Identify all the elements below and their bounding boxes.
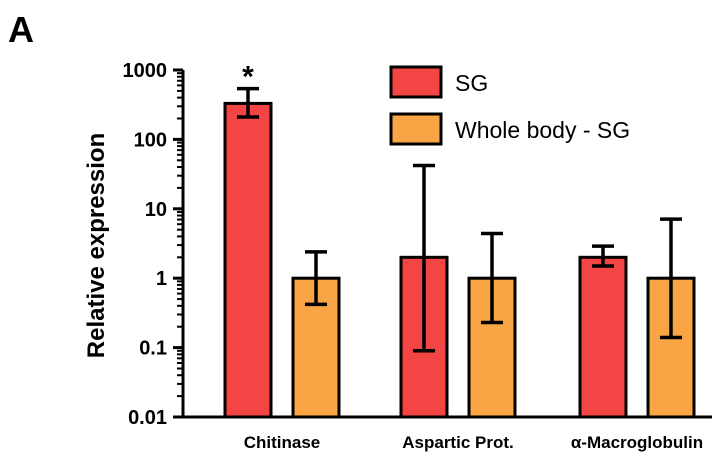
labels: Chitinase Aspartic Prot. α-Macroglobulin * [242,61,703,452]
bar-sg-0 [223,101,273,419]
y-tick-label: 1000 [123,60,168,82]
panel-label: A [8,9,34,50]
legend: SG Whole body - SG [389,65,630,146]
bar-sg-2 [578,255,628,419]
significance-asterisk: * [242,61,254,94]
error-bars [237,86,682,353]
y-tick-label: 0.01 [128,407,167,429]
category-label: α-Macroglobulin [571,433,703,452]
y-tick-label: 0.1 [139,338,167,360]
category-label: Aspartic Prot. [402,433,513,452]
y-axis-title: Relative expression [83,133,110,358]
legend-swatch [389,65,443,99]
category-label: Chitinase [244,433,321,452]
y-tick-label: 100 [134,129,167,151]
y-tick-label: 1 [156,268,167,290]
legend-label: SG [455,70,488,96]
y-tick-label: 10 [145,199,167,221]
legend-label: Whole body - SG [455,117,630,143]
bars [223,101,696,419]
legend-swatch [389,112,443,146]
